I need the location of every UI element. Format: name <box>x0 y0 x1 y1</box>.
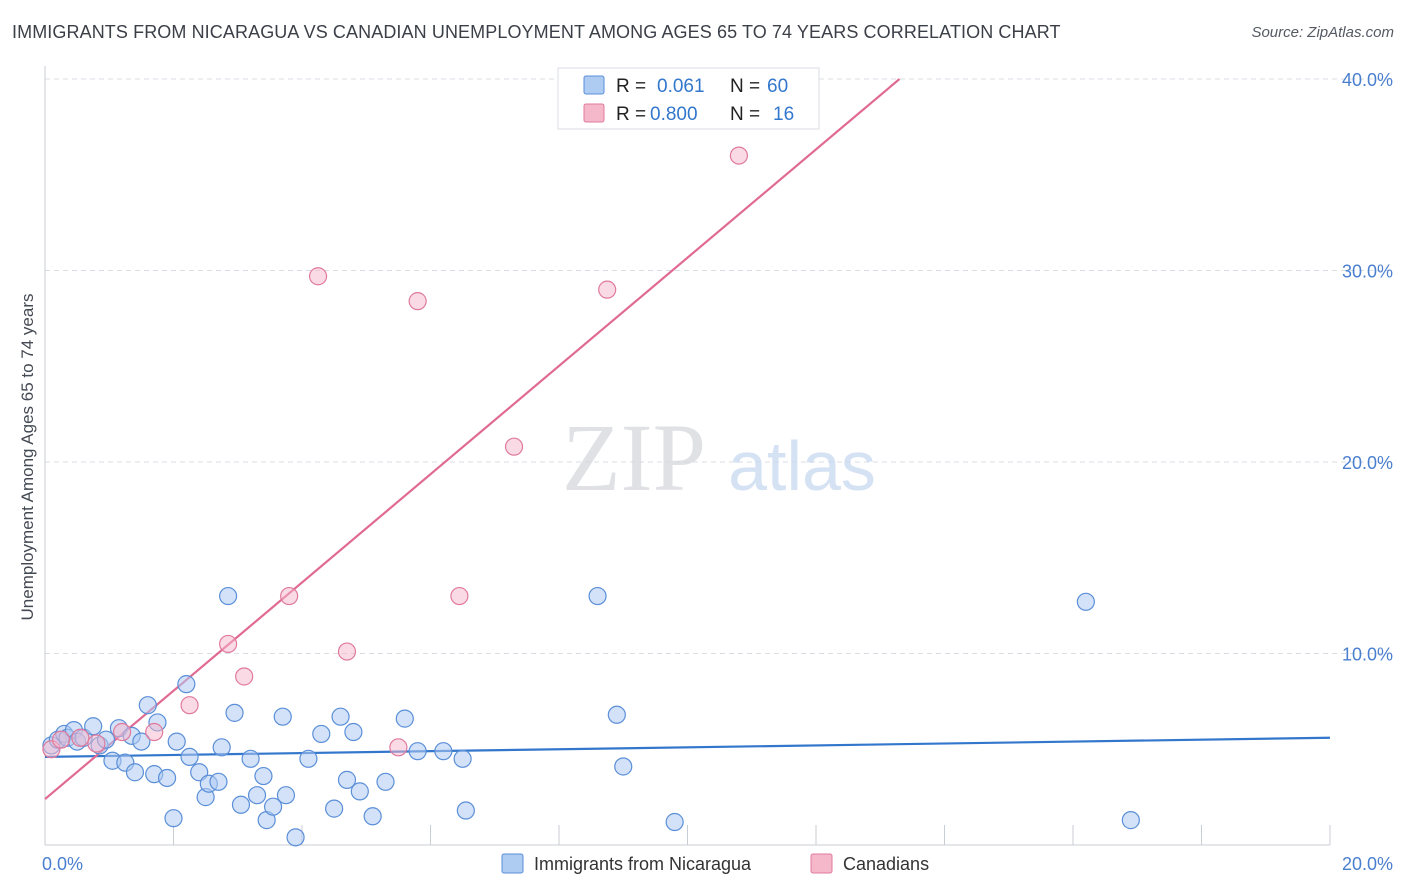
point-nicaragua-58 <box>1076 592 1095 611</box>
point-nicaragua-41 <box>312 724 331 744</box>
legend-r-value-pink: 0.800 <box>650 104 698 125</box>
point-nicaragua-54 <box>588 586 607 606</box>
point-canadians-15 <box>504 437 524 456</box>
bottom-legend-swatch-blue <box>501 853 524 874</box>
point-canadians-10 <box>337 642 357 661</box>
point-canadians-13 <box>408 292 427 311</box>
point-canadians-8 <box>235 667 254 686</box>
point-canadians-14 <box>450 586 469 606</box>
point-nicaragua-22 <box>177 675 196 694</box>
point-nicaragua-30 <box>225 703 244 722</box>
legend-swatch-pink <box>583 103 605 123</box>
y-tick-labels: 10.0% 20.0% 30.0% 40.0% <box>1342 70 1393 665</box>
point-canadians-4 <box>112 722 132 742</box>
bottom-legend-label-blue: Immigrants from Nicaragua <box>534 854 752 874</box>
point-nicaragua-40 <box>299 749 318 768</box>
point-nicaragua-52 <box>453 749 472 768</box>
point-nicaragua-7 <box>84 717 103 736</box>
trend-line-nicaragua <box>44 736 1331 759</box>
point-nicaragua-27 <box>209 772 228 791</box>
point-nicaragua-45 <box>344 722 363 742</box>
chart-source: Source: ZipAtlas.com <box>1251 24 1394 41</box>
point-nicaragua-29 <box>219 586 238 606</box>
y-tick-label-2: 30.0% <box>1342 262 1393 282</box>
point-nicaragua-20 <box>164 809 183 828</box>
legend-n-value-blue: 60 <box>767 76 788 97</box>
point-nicaragua-50 <box>408 742 427 761</box>
x-tick-label-0: 0.0% <box>42 854 83 874</box>
point-nicaragua-47 <box>363 807 382 826</box>
point-canadians-5 <box>145 722 164 742</box>
point-nicaragua-38 <box>276 786 296 805</box>
point-nicaragua-33 <box>247 786 267 805</box>
y-tick-label-3: 40.0% <box>1342 70 1393 90</box>
point-nicaragua-51 <box>434 742 453 761</box>
point-canadians-7 <box>219 634 238 654</box>
point-canadians-11 <box>389 738 408 757</box>
point-nicaragua-15 <box>132 732 151 751</box>
point-nicaragua-16 <box>138 696 157 715</box>
point-canadians-12 <box>308 267 328 286</box>
point-nicaragua-14 <box>125 763 145 782</box>
point-nicaragua-53 <box>456 801 475 820</box>
point-nicaragua-43 <box>331 707 350 726</box>
legend-r-label-pink: R = <box>616 104 646 125</box>
legend-n-label-blue: N = <box>730 76 760 97</box>
point-nicaragua-44 <box>337 770 357 789</box>
point-nicaragua-23 <box>180 747 199 767</box>
x-tick-labels: 0.0% 20.0% <box>42 854 1393 874</box>
bottom-legend: Immigrants from Nicaragua Canadians <box>501 853 929 874</box>
point-nicaragua-31 <box>231 795 251 814</box>
point-nicaragua-59 <box>1121 811 1140 830</box>
y-tick-label-1: 20.0% <box>1342 453 1393 473</box>
chart-title: IMMIGRANTS FROM NICARAGUA VS CANADIAN UN… <box>12 22 1061 42</box>
data-points <box>42 146 1140 847</box>
x-tick-label-1: 20.0% <box>1342 854 1393 874</box>
point-nicaragua-21 <box>167 732 186 751</box>
bottom-legend-label-pink: Canadians <box>843 854 929 874</box>
point-nicaragua-42 <box>325 799 344 818</box>
bottom-legend-swatch-pink <box>810 853 833 874</box>
axes <box>44 66 1331 846</box>
point-nicaragua-34 <box>254 766 273 786</box>
point-canadians-17 <box>729 146 749 165</box>
gridlines <box>45 78 1393 654</box>
point-nicaragua-39 <box>286 828 305 847</box>
legend-swatch-blue <box>583 75 605 95</box>
point-canadians-3 <box>87 734 106 753</box>
legend-r-label-blue: R = <box>616 76 646 97</box>
point-nicaragua-36 <box>263 797 283 816</box>
point-nicaragua-28 <box>212 738 231 757</box>
y-tick-label-0: 10.0% <box>1342 645 1393 665</box>
point-nicaragua-46 <box>350 782 369 801</box>
point-canadians-1 <box>51 730 71 749</box>
watermark-zip: ZIP <box>562 404 706 511</box>
legend-n-label-pink: N = <box>730 104 760 125</box>
point-nicaragua-55 <box>607 705 626 724</box>
point-nicaragua-48 <box>376 772 395 791</box>
point-nicaragua-56 <box>614 757 633 776</box>
point-nicaragua-37 <box>273 707 292 726</box>
point-nicaragua-57 <box>665 812 684 832</box>
point-canadians-9 <box>280 586 299 606</box>
legend-n-value-pink: 16 <box>773 104 794 125</box>
point-canadians-2 <box>71 728 90 747</box>
point-nicaragua-19 <box>157 768 177 788</box>
point-nicaragua-32 <box>241 749 260 768</box>
legend: R = 0.061 N = 60 R = 0.800 N = 16 <box>557 67 820 130</box>
watermark-atlas: atlas <box>728 427 876 505</box>
legend-r-value-blue: 0.061 <box>657 76 705 97</box>
point-canadians-6 <box>180 696 199 715</box>
watermark: ZIP atlas <box>562 404 876 511</box>
point-nicaragua-49 <box>395 709 414 728</box>
point-canadians-16 <box>598 280 617 299</box>
